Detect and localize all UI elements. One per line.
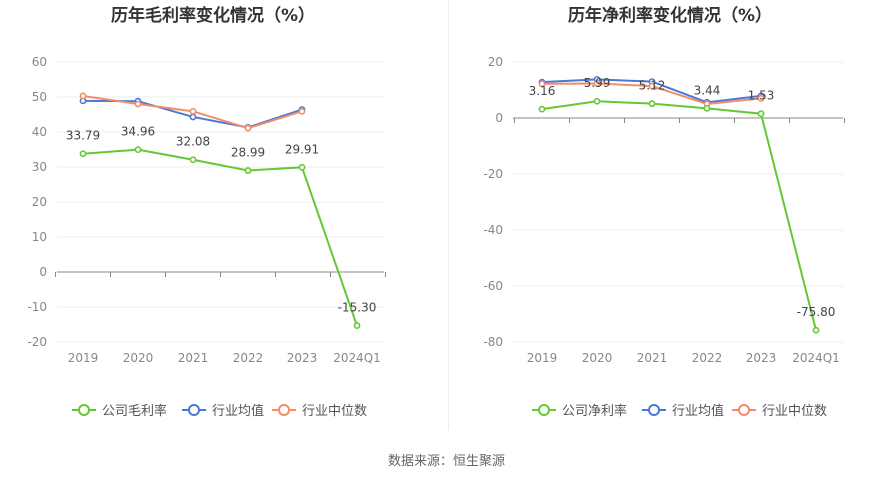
y-tick-label: -10 <box>27 300 47 314</box>
legend-label: 行业均值 <box>672 403 724 419</box>
x-tick-label: 2020 <box>123 351 154 365</box>
data-point <box>244 124 252 132</box>
data-label: 3.44 <box>694 83 721 97</box>
y-tick-label: 20 <box>488 55 503 69</box>
y-tick-label: 0 <box>39 265 47 279</box>
data-point <box>298 163 306 171</box>
legend-label: 行业中位数 <box>302 404 367 419</box>
x-tick-label: 2024Q1 <box>792 351 840 365</box>
legend-swatch-marker <box>78 404 90 416</box>
x-tick-label: 2020 <box>582 351 613 365</box>
data-point <box>538 105 546 113</box>
legend-label: 行业中位数 <box>762 404 827 419</box>
data-point <box>703 104 711 112</box>
chart-divider <box>448 0 449 430</box>
data-label: -75.80 <box>797 305 836 319</box>
data-point <box>648 82 656 90</box>
data-point <box>189 113 197 121</box>
gross-margin-chart: 历年毛利率变化情况（%） 60 50 40 30 20 10 0 -10 -20 2019 2020 2… <box>27 5 386 419</box>
x-tick-label: 2023 <box>287 351 318 365</box>
y-tick-label: -80 <box>483 335 503 349</box>
legend-swatch-marker <box>188 404 200 416</box>
x-tick-label: 2024Q1 <box>333 351 381 365</box>
source-note: 数据来源：恒生聚源 <box>387 454 505 469</box>
y-tick-label: 30 <box>32 160 47 174</box>
y-tick-label: -40 <box>483 223 503 237</box>
legend-swatch-marker <box>738 404 750 416</box>
data-label: 3.16 <box>529 84 556 98</box>
data-point <box>757 110 765 118</box>
data-point <box>244 167 252 174</box>
x-tick-label: 2022 <box>692 351 723 365</box>
data-point <box>812 326 820 334</box>
legend-swatch-marker <box>278 404 290 416</box>
x-tick-label: 2019 <box>68 351 99 365</box>
y-tick-label: 50 <box>32 90 47 104</box>
data-point <box>593 80 601 87</box>
legend-swatch-marker <box>538 404 550 416</box>
legend-label: 公司毛利率 <box>102 403 167 419</box>
data-label: 1.53 <box>748 89 775 103</box>
data-label: 32.08 <box>176 135 210 149</box>
chart-title: 历年净利率变化情况（%） <box>568 5 772 26</box>
y-tick-label: -20 <box>483 167 503 181</box>
data-point <box>134 146 142 154</box>
data-point <box>648 100 656 108</box>
y-tick-label: 0 <box>495 111 503 125</box>
y-tick-label: 60 <box>32 55 47 69</box>
data-label: 33.79 <box>66 129 100 143</box>
legend-swatch-marker <box>648 404 660 416</box>
data-point <box>189 107 197 115</box>
data-label: 5.12 <box>639 79 666 93</box>
legend-label: 行业均值 <box>212 403 264 419</box>
y-tick-label: 20 <box>32 195 47 209</box>
data-label: 5.99 <box>584 76 611 90</box>
x-tick-label: 2023 <box>746 351 777 365</box>
data-point <box>538 80 546 88</box>
data-point <box>189 156 197 164</box>
data-point <box>134 100 142 108</box>
data-label: 28.99 <box>231 146 265 160</box>
legend-label: 公司净利率 <box>562 403 627 419</box>
y-tick-label: -20 <box>27 335 47 349</box>
net-margin-chart: 历年净利率变化情况（%） 20 0 -20 -40 -60 -80 2019 2020 2021 2… <box>483 5 845 419</box>
data-point <box>593 97 601 105</box>
data-point <box>298 107 306 115</box>
data-label: 34.96 <box>121 125 155 139</box>
data-point <box>353 322 361 329</box>
x-tick-label: 2022 <box>233 351 264 365</box>
x-tick-label: 2019 <box>527 351 558 365</box>
chart-title: 历年毛利率变化情况（%） <box>111 5 315 26</box>
y-tick-label: 10 <box>32 230 47 244</box>
data-point <box>79 150 87 158</box>
y-tick-label: -60 <box>483 279 503 293</box>
y-tick-label: 40 <box>32 125 47 139</box>
data-point <box>757 95 765 102</box>
series-line <box>541 100 817 331</box>
x-tick-label: 2021 <box>178 351 209 365</box>
data-label: 29.91 <box>285 142 319 156</box>
x-tick-label: 2021 <box>637 351 668 365</box>
series-line <box>82 148 358 326</box>
data-point <box>79 92 87 100</box>
data-label: -15.30 <box>338 301 377 315</box>
